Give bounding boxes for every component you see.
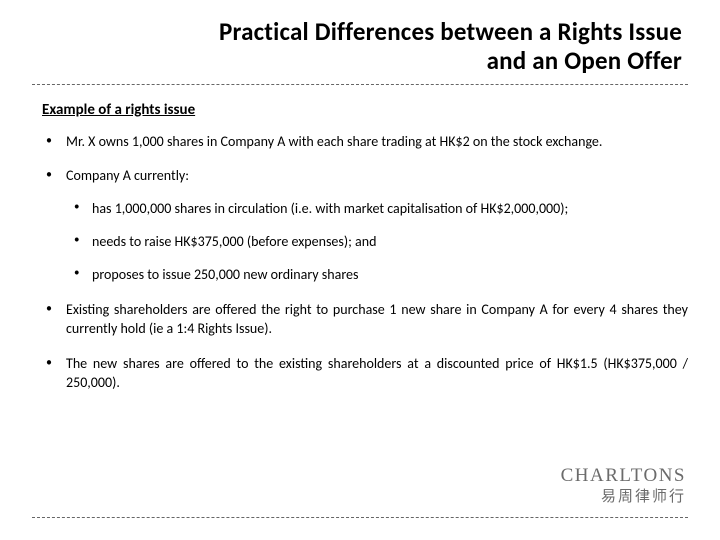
bullet-text: Mr. X owns 1,000 shares in Company A wit… — [66, 133, 602, 150]
sub-bullet-list: has 1,000,000 shares in circulation (i.e… — [66, 200, 688, 285]
title-line-2: and an Open Offer — [487, 45, 682, 76]
sub-bullet-text: has 1,000,000 shares in circulation (i.e… — [92, 200, 568, 217]
list-item: has 1,000,000 shares in circulation (i.e… — [66, 200, 688, 219]
slide-title: Practical Differences between a Rights I… — [32, 18, 688, 76]
list-item: proposes to issue 250,000 new ordinary s… — [66, 266, 688, 285]
list-item: Mr. X owns 1,000 shares in Company A wit… — [42, 133, 688, 152]
top-divider — [32, 84, 688, 85]
sub-bullet-text: needs to raise HK$375,000 (before expens… — [92, 233, 376, 250]
logo: CHARLTONS 易周律师行 — [561, 465, 686, 506]
bottom-divider — [32, 517, 688, 518]
bullet-text: Company A currently: — [66, 167, 189, 184]
logo-english: CHARLTONS — [561, 465, 686, 487]
bullet-list: Mr. X owns 1,000 shares in Company A wit… — [32, 133, 688, 393]
title-line-1: Practical Differences between a Rights I… — [219, 16, 682, 47]
sub-bullet-text: proposes to issue 250,000 new ordinary s… — [92, 266, 358, 283]
list-item: Company A currently: has 1,000,000 share… — [42, 167, 688, 285]
bullet-text: Existing shareholders are offered the ri… — [66, 301, 688, 337]
list-item: The new shares are offered to the existi… — [42, 355, 688, 393]
list-item: needs to raise HK$375,000 (before expens… — [66, 233, 688, 252]
example-subheading: Example of a rights issue — [32, 101, 688, 119]
slide-container: Practical Differences between a Rights I… — [0, 0, 720, 540]
logo-chinese: 易周律师行 — [561, 485, 686, 506]
list-item: Existing shareholders are offered the ri… — [42, 301, 688, 339]
bullet-text: The new shares are offered to the existi… — [66, 355, 688, 391]
